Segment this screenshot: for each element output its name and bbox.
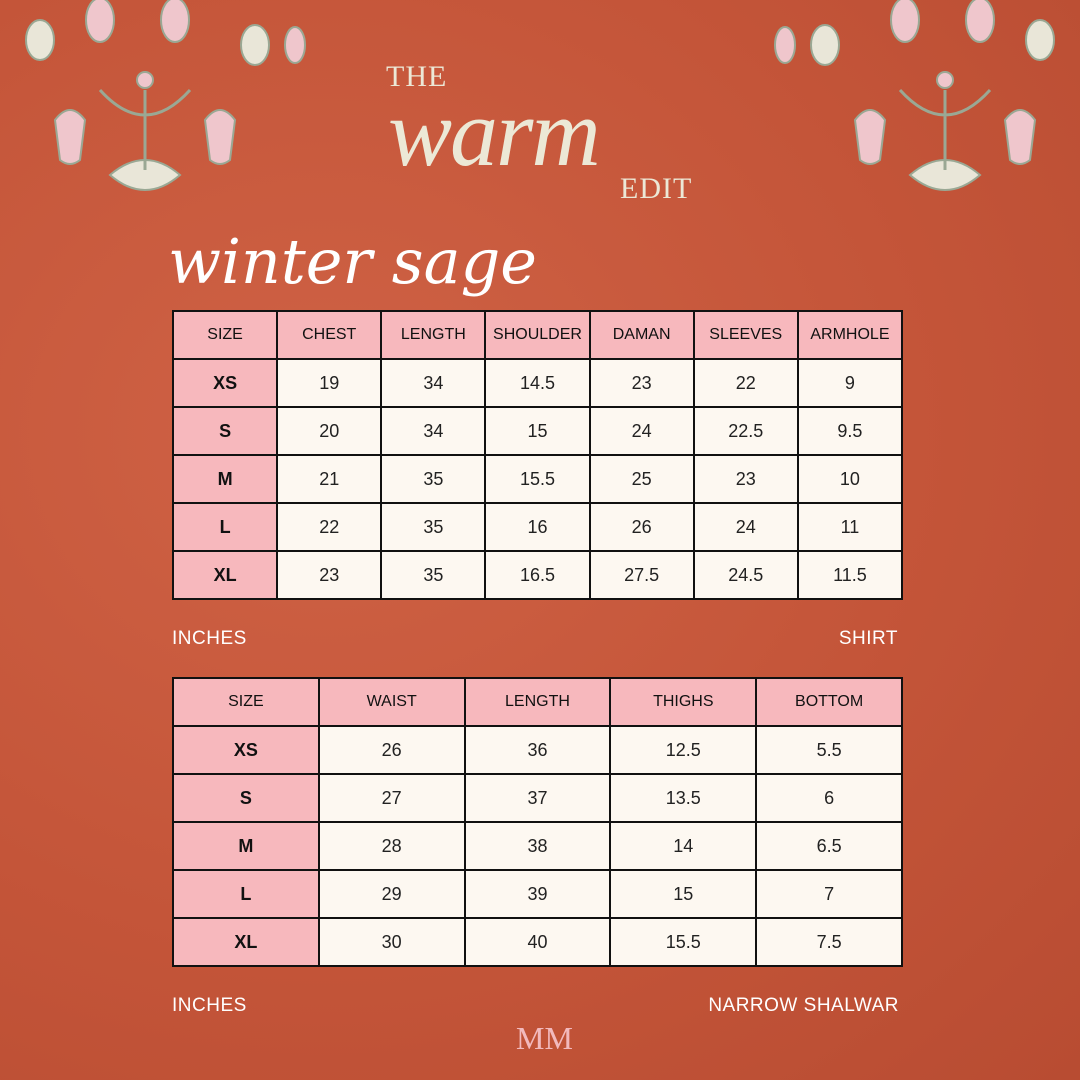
value-cell: 35 (380, 454, 487, 504)
value-cell: 20 (276, 406, 383, 456)
value-cell: 26 (588, 502, 695, 552)
shalwar-unit-label: INCHES (172, 995, 247, 1016)
value-cell: 12.5 (609, 725, 758, 775)
value-cell: 34 (380, 406, 487, 456)
shirt-size-table: SIZE CHEST LENGTH SHOULDER DAMAN SLEEVES… (171, 310, 904, 600)
value-cell: 14 (609, 821, 758, 871)
value-cell: 7 (755, 869, 903, 919)
value-cell: 35 (380, 550, 487, 600)
collection-name: winter sage (168, 225, 537, 298)
value-cell: 19 (276, 358, 383, 408)
size-cell: XS (172, 725, 320, 775)
header-cell: WAIST (317, 677, 466, 727)
value-cell: 11 (796, 502, 904, 552)
value-cell: 29 (317, 869, 466, 919)
value-cell: 6 (755, 773, 903, 823)
value-cell: 14.5 (484, 358, 591, 408)
value-cell: 6.5 (755, 821, 903, 871)
value-cell: 36 (463, 725, 612, 775)
value-cell: 9.5 (796, 406, 904, 456)
title-edit: EDIT (620, 172, 693, 205)
header-cell: DAMAN (588, 310, 695, 360)
value-cell: 7.5 (755, 917, 903, 967)
header-cell: SLEEVES (692, 310, 799, 360)
value-cell: 34 (380, 358, 487, 408)
header-cell: CHEST (276, 310, 383, 360)
table-header-row: SIZE WAIST LENGTH THIGHS BOTTOM (172, 677, 903, 727)
value-cell: 30 (317, 917, 466, 967)
table-row: XS 19 34 14.5 23 22 9 (171, 358, 904, 408)
value-cell: 22 (276, 502, 383, 552)
header-cell: ARMHOLE (796, 310, 904, 360)
header-cell: SHOULDER (484, 310, 591, 360)
value-cell: 39 (463, 869, 612, 919)
table-row: XL 30 40 15.5 7.5 (172, 917, 903, 967)
value-cell: 21 (276, 454, 383, 504)
header-cell: SIZE (171, 310, 279, 360)
size-cell: S (172, 773, 320, 823)
table-row: S 27 37 13.5 6 (172, 773, 903, 823)
value-cell: 28 (317, 821, 466, 871)
size-cell: M (172, 821, 320, 871)
value-cell: 22.5 (692, 406, 799, 456)
value-cell: 11.5 (796, 550, 904, 600)
brand-logo: MM (516, 1020, 573, 1056)
value-cell: 24.5 (692, 550, 799, 600)
value-cell: 38 (463, 821, 612, 871)
value-cell: 15 (484, 406, 591, 456)
value-cell: 24 (588, 406, 695, 456)
table-row: L 22 35 16 26 24 11 (171, 502, 904, 552)
value-cell: 15 (609, 869, 758, 919)
value-cell: 10 (796, 454, 904, 504)
value-cell: 37 (463, 773, 612, 823)
value-cell: 16.5 (484, 550, 591, 600)
table-row: S 20 34 15 24 22.5 9.5 (171, 406, 904, 456)
value-cell: 35 (380, 502, 487, 552)
size-cell: XS (171, 358, 279, 408)
value-cell: 15.5 (484, 454, 591, 504)
floral-ornament-right (774, 0, 1055, 191)
value-cell: 23 (588, 358, 695, 408)
table-row: XS 26 36 12.5 5.5 (172, 725, 903, 775)
value-cell: 24 (692, 502, 799, 552)
header-cell: LENGTH (380, 310, 487, 360)
title-the: THE (386, 60, 448, 93)
table-header-row: SIZE CHEST LENGTH SHOULDER DAMAN SLEEVES… (171, 310, 904, 360)
value-cell: 5.5 (755, 725, 903, 775)
value-cell: 9 (796, 358, 904, 408)
size-cell: L (172, 869, 320, 919)
size-cell: XL (172, 917, 320, 967)
size-cell: XL (171, 550, 279, 600)
table-row: L 29 39 15 7 (172, 869, 903, 919)
value-cell: 23 (692, 454, 799, 504)
table-row: M 28 38 14 6.5 (172, 821, 903, 871)
value-cell: 40 (463, 917, 612, 967)
value-cell: 22 (692, 358, 799, 408)
value-cell: 27.5 (588, 550, 695, 600)
value-cell: 26 (317, 725, 466, 775)
value-cell: 27 (317, 773, 466, 823)
shalwar-table-label: NARROW SHALWAR (708, 995, 899, 1016)
size-cell: L (171, 502, 279, 552)
value-cell: 13.5 (609, 773, 758, 823)
value-cell: 15.5 (609, 917, 758, 967)
shalwar-size-table: SIZE WAIST LENGTH THIGHS BOTTOM XS 26 36 12… (172, 677, 903, 967)
size-cell: S (171, 406, 279, 456)
table-row: M 21 35 15.5 25 23 10 (171, 454, 904, 504)
floral-ornament-left (25, 0, 306, 191)
header-cell: SIZE (172, 677, 320, 727)
header-cell: LENGTH (463, 677, 612, 727)
shirt-unit-label: INCHES (172, 628, 247, 649)
table-row: XL 23 35 16.5 27.5 24.5 11.5 (171, 550, 904, 600)
header-cell: BOTTOM (755, 677, 903, 727)
header-cell: THIGHS (609, 677, 758, 727)
title-warm: warm (388, 79, 601, 186)
value-cell: 16 (484, 502, 591, 552)
shirt-table-label: SHIRT (838, 628, 898, 649)
value-cell: 25 (588, 454, 695, 504)
size-cell: M (171, 454, 279, 504)
value-cell: 23 (276, 550, 383, 600)
